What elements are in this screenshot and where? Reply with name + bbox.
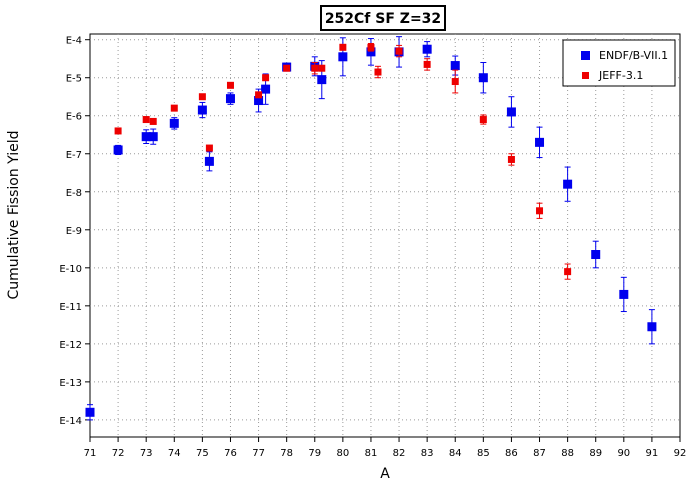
data-point xyxy=(141,132,151,142)
x-tick-label: 85 xyxy=(477,448,490,459)
chart-title: 252Cf SF Z=32 xyxy=(325,11,441,27)
data-point xyxy=(169,118,179,128)
data-point xyxy=(311,64,319,72)
data-point xyxy=(148,132,158,142)
data-point xyxy=(338,52,348,62)
x-tick-label: 80 xyxy=(336,448,349,459)
data-point xyxy=(535,137,545,147)
data-point xyxy=(395,47,403,55)
data-point xyxy=(197,105,207,115)
legend-label-endf: ENDF/B-VII.1 xyxy=(599,49,668,62)
x-tick-label: 74 xyxy=(168,448,181,459)
data-point xyxy=(149,117,157,125)
x-tick-label: 84 xyxy=(449,448,462,459)
data-point xyxy=(254,96,264,106)
data-point xyxy=(564,268,572,276)
legend-swatch-jeff xyxy=(582,72,589,79)
series-layer xyxy=(85,36,657,421)
y-tick-label: E-13 xyxy=(59,378,82,389)
data-point xyxy=(563,179,573,189)
data-point xyxy=(536,207,544,215)
data-point xyxy=(170,104,178,112)
x-tick-label: 91 xyxy=(646,448,659,459)
x-tick-label: 79 xyxy=(308,448,321,459)
data-point xyxy=(478,73,488,83)
legend: ENDF/B-VII.1 JEFF-3.1 xyxy=(562,39,676,87)
data-point xyxy=(367,43,375,51)
data-point xyxy=(198,93,206,101)
x-axis-title: A xyxy=(380,466,390,482)
y-tick-label: E-14 xyxy=(59,416,82,427)
legend-frame xyxy=(562,39,676,87)
y-tick-label: E-6 xyxy=(66,112,82,123)
legend-swatch-endf xyxy=(581,51,590,60)
x-tick-label: 92 xyxy=(674,448,687,459)
data-point xyxy=(507,155,515,163)
data-point xyxy=(451,78,459,86)
x-tick-label: 78 xyxy=(280,448,293,459)
x-tick-label: 87 xyxy=(533,448,546,459)
data-point xyxy=(479,116,487,124)
data-point xyxy=(366,47,376,57)
series-jeff xyxy=(114,43,572,280)
data-point xyxy=(114,127,122,135)
data-point xyxy=(591,250,601,260)
x-tick-label: 88 xyxy=(561,448,574,459)
data-point xyxy=(225,94,235,104)
y-tick-label: E-7 xyxy=(66,150,82,161)
x-tick-label: 77 xyxy=(252,448,265,459)
x-tick-label: 82 xyxy=(393,448,406,459)
data-point xyxy=(226,81,234,89)
x-tick-label: 83 xyxy=(421,448,434,459)
data-point xyxy=(318,64,326,72)
data-point xyxy=(142,116,150,124)
data-point xyxy=(647,322,657,332)
data-point xyxy=(262,74,270,82)
data-point xyxy=(283,64,291,72)
x-tick-label: 86 xyxy=(505,448,518,459)
x-tick-label: 89 xyxy=(589,448,602,459)
legend-label-jeff: JEFF-3.1 xyxy=(598,69,643,82)
title-frame xyxy=(320,5,446,31)
x-tick-label: 72 xyxy=(112,448,125,459)
data-point xyxy=(261,84,271,94)
plot-area xyxy=(89,33,681,438)
data-point xyxy=(450,61,460,71)
x-tick-label: 81 xyxy=(365,448,378,459)
y-tick-label: E-4 xyxy=(66,36,82,47)
x-tick-label: 76 xyxy=(224,448,237,459)
x-tick-label: 75 xyxy=(196,448,209,459)
x-tick-label: 90 xyxy=(617,448,630,459)
data-point xyxy=(85,407,95,417)
data-point xyxy=(317,75,327,85)
data-point xyxy=(255,91,263,99)
data-point xyxy=(339,43,347,51)
data-point xyxy=(422,44,432,54)
chart-title-box: 252Cf SF Z=32 xyxy=(320,5,446,31)
data-point xyxy=(113,145,123,155)
y-tick-label: E-8 xyxy=(66,188,82,199)
data-point xyxy=(205,144,213,152)
data-point xyxy=(506,107,516,117)
y-tick-label: E-12 xyxy=(59,340,82,351)
y-tick-label: E-5 xyxy=(66,74,82,85)
y-tick-label: E-11 xyxy=(59,302,82,313)
data-point xyxy=(423,60,431,68)
data-point xyxy=(374,68,382,76)
data-point xyxy=(204,156,214,166)
y-axis-title: Cumulative Fission Yield xyxy=(6,131,22,300)
data-point xyxy=(619,289,629,299)
x-tick-label: 73 xyxy=(140,448,153,459)
axis-layer: 71 72 73 74 75 76 77 78 79 80 81 82 83 84 85 86 87 88 89 90… xyxy=(59,36,686,459)
y-tick-label: E-9 xyxy=(66,226,82,237)
x-tick-label: 71 xyxy=(84,448,97,459)
y-tick-label: E-10 xyxy=(59,264,82,275)
